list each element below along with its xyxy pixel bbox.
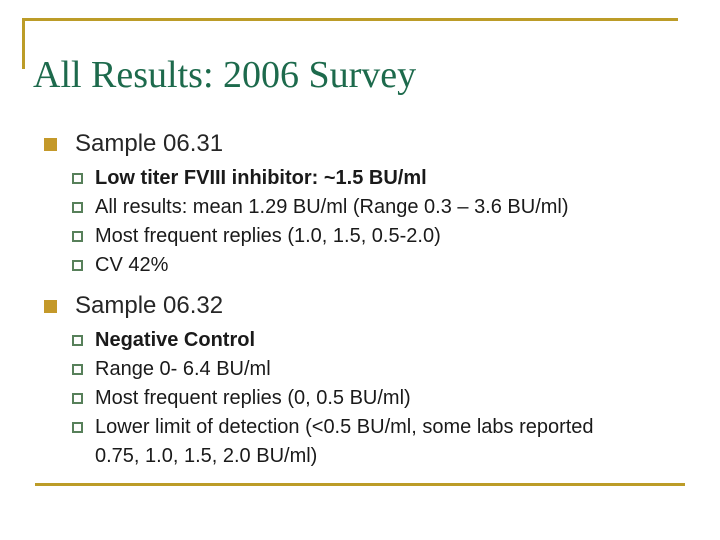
list-item-text: Lower limit of detection (<0.5 BU/ml, so… [95,416,594,467]
section-heading: Sample 06.32 [75,292,224,319]
hollow-square-bullet-icon [72,231,83,242]
list-item-text: CV 42% [95,254,169,276]
list-item: Most frequent replies (1.0, 1.5, 0.5-2.0… [72,222,702,251]
list-item: Range 0- 6.4 BU/ml [72,355,702,384]
section-sample-06-32: Sample 06.32 Negative Control Range 0- 6… [40,292,702,471]
list-item: All results: mean 1.29 BU/ml (Range 0.3 … [72,193,702,222]
list-item-text: All results: mean 1.29 BU/ml (Range 0.3 … [95,196,569,218]
list-item: Negative Control [72,326,702,355]
filled-square-bullet-icon [44,299,57,313]
left-accent-rule [22,18,25,69]
section-heading-row: Sample 06.31 [40,130,702,158]
list-item: CV 42% [72,251,702,280]
hollow-square-bullet-icon [72,202,83,213]
slide-body: Sample 06.31 Low titer FVIII inhibitor: … [40,130,702,471]
hollow-square-bullet-icon [72,173,83,184]
list-item-text: Most frequent replies (0, 0.5 BU/ml) [95,387,411,409]
list-item: Most frequent replies (0, 0.5 BU/ml) [72,384,702,413]
list-item: Low titer FVIII inhibitor: ~1.5 BU/ml [72,164,702,193]
hollow-square-bullet-icon [72,364,83,375]
bullet-list: Negative Control Range 0- 6.4 BU/ml Most… [40,326,702,471]
section-heading: Sample 06.31 [75,130,224,157]
list-item: Lower limit of detection (<0.5 BU/ml, so… [72,413,702,471]
bottom-accent-rule [35,483,685,486]
hollow-square-bullet-icon [72,422,83,433]
list-item-text: Range 0- 6.4 BU/ml [95,358,271,380]
top-accent-rule [22,18,678,21]
list-item-text: Negative Control [95,329,256,351]
filled-square-bullet-icon [44,137,57,151]
section-sample-06-31: Sample 06.31 Low titer FVIII inhibitor: … [40,130,702,280]
bullet-list: Low titer FVIII inhibitor: ~1.5 BU/ml Al… [40,164,702,280]
hollow-square-bullet-icon [72,393,83,404]
hollow-square-bullet-icon [72,260,83,271]
list-item-text: Most frequent replies (1.0, 1.5, 0.5-2.0… [95,225,441,247]
section-heading-row: Sample 06.32 [40,292,702,320]
hollow-square-bullet-icon [72,335,83,346]
list-item-text: Low titer FVIII inhibitor: ~1.5 BU/ml [95,167,427,189]
slide-title: All Results: 2006 Survey [33,54,417,97]
